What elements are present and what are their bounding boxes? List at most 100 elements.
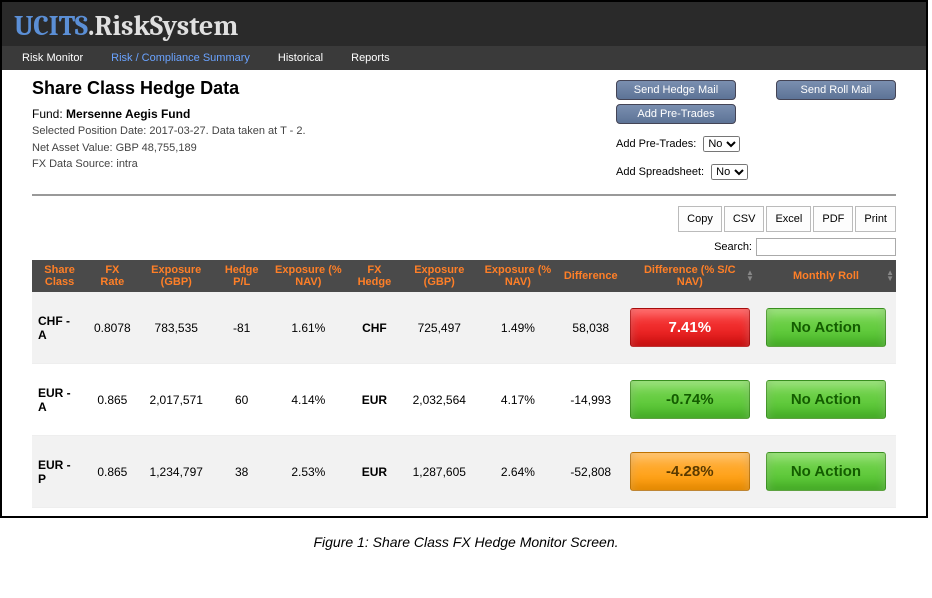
header-row: Share Class Hedge Data Fund: Mersenne Ae…	[32, 78, 896, 180]
search-label: Search:	[714, 241, 752, 253]
cell-roll: No Action	[756, 364, 896, 436]
button-row-1: Send Hedge Mail Send Roll Mail	[616, 80, 896, 100]
diff-pill: -0.74%	[630, 380, 750, 419]
cell-exp-gbp: 1,234,797	[138, 436, 215, 508]
table-body: CHF - A0.8078783,535-811.61%CHF725,4971.…	[32, 292, 896, 508]
cell-diff: -14,993	[558, 364, 624, 436]
excel-button[interactable]: Excel	[766, 206, 811, 232]
cell-exp-pct2: 1.49%	[478, 292, 558, 364]
cell-exp-pct: 1.61%	[268, 292, 348, 364]
pretrades-select-label: Add Pre-Trades:	[616, 138, 696, 150]
fund-label: Fund:	[32, 107, 63, 121]
cell-exp-pct: 2.53%	[268, 436, 348, 508]
nav-line: Net Asset Value: GBP 48,755,189	[32, 140, 306, 157]
col-fx-rate[interactable]: FX Rate	[87, 260, 137, 292]
table-row: CHF - A0.8078783,535-811.61%CHF725,4971.…	[32, 292, 896, 364]
col-difference[interactable]: Difference	[558, 260, 624, 292]
header-right: Send Hedge Mail Send Roll Mail Add Pre-T…	[616, 78, 896, 180]
cell-hedge-pl: 60	[215, 364, 268, 436]
fund-line: Fund: Mersenne Aegis Fund	[32, 107, 306, 121]
table-row: EUR - A0.8652,017,571604.14%EUR2,032,564…	[32, 364, 896, 436]
nav-historical[interactable]: Historical	[264, 46, 337, 70]
pdf-button[interactable]: PDF	[813, 206, 853, 232]
menu-bar: Risk Monitor Risk / Compliance Summary H…	[2, 46, 926, 70]
pretrades-select[interactable]: No	[703, 136, 740, 152]
roll-pill[interactable]: No Action	[766, 380, 886, 419]
send-roll-mail-button[interactable]: Send Roll Mail	[776, 80, 896, 100]
copy-button[interactable]: Copy	[678, 206, 722, 232]
add-pretrades-button[interactable]: Add Pre-Trades	[616, 104, 736, 124]
cell-exp-pct: 4.14%	[268, 364, 348, 436]
col-exposure-gbp2[interactable]: Exposure (GBP)	[401, 260, 478, 292]
cell-hedge-pl: 38	[215, 436, 268, 508]
cell-diff-pct: -0.74%	[624, 364, 756, 436]
cell-fx-hedge: EUR	[348, 436, 400, 508]
print-button[interactable]: Print	[855, 206, 896, 232]
csv-button[interactable]: CSV	[724, 206, 765, 232]
spreadsheet-select-label: Add Spreadsheet:	[616, 166, 704, 178]
brand-ucits: UCITS	[14, 10, 88, 42]
cell-share-class: CHF - A	[32, 292, 87, 364]
spreadsheet-select-row: Add Spreadsheet: No	[616, 164, 748, 180]
nav-risk-monitor[interactable]: Risk Monitor	[8, 46, 97, 70]
table-row: EUR - P0.8651,234,797382.53%EUR1,287,605…	[32, 436, 896, 508]
pretrades-select-row: Add Pre-Trades: No	[616, 136, 740, 152]
cell-share-class: EUR - A	[32, 364, 87, 436]
brand-logo: UCITS.RiskSystem	[14, 10, 238, 42]
col-fx-hedge[interactable]: FX Hedge	[348, 260, 400, 292]
fx-source-line: FX Data Source: intra	[32, 156, 306, 173]
roll-pill[interactable]: No Action	[766, 308, 886, 347]
cell-diff-pct: -4.28%	[624, 436, 756, 508]
cell-diff: -52,808	[558, 436, 624, 508]
col-hedge-pl[interactable]: Hedge P/L	[215, 260, 268, 292]
brand-rest: RiskSystem	[94, 10, 238, 42]
divider	[32, 194, 896, 196]
content-area: Share Class Hedge Data Fund: Mersenne Ae…	[2, 70, 926, 516]
col-exposure-gbp[interactable]: Exposure (GBP)	[138, 260, 215, 292]
table-head: Share Class FX Rate Exposure (GBP) Hedge…	[32, 260, 896, 292]
cell-fx-rate: 0.8078	[87, 292, 137, 364]
diff-pill: -4.28%	[630, 452, 750, 491]
col-share-class[interactable]: Share Class	[32, 260, 87, 292]
page-title: Share Class Hedge Data	[32, 78, 306, 99]
export-toolbar: Copy CSV Excel PDF Print	[32, 206, 896, 232]
cell-exp-pct2: 2.64%	[478, 436, 558, 508]
cell-exp-gbp: 783,535	[138, 292, 215, 364]
spreadsheet-select[interactable]: No	[711, 164, 748, 180]
send-hedge-mail-button[interactable]: Send Hedge Mail	[616, 80, 736, 100]
col-exposure-pct2[interactable]: Exposure (% NAV)	[478, 260, 558, 292]
search-row: Search:	[32, 238, 896, 256]
roll-pill[interactable]: No Action	[766, 452, 886, 491]
header-left: Share Class Hedge Data Fund: Mersenne Ae…	[32, 78, 306, 180]
cell-exp-gbp2: 725,497	[401, 292, 478, 364]
cell-diff: 58,038	[558, 292, 624, 364]
sort-icon: ▲▼	[746, 270, 754, 282]
col-monthly-roll[interactable]: Monthly Roll▲▼	[756, 260, 896, 292]
fund-name: Mersenne Aegis Fund	[66, 107, 190, 121]
col-exposure-pct[interactable]: Exposure (% NAV)	[268, 260, 348, 292]
nav-reports[interactable]: Reports	[337, 46, 404, 70]
button-row-2: Add Pre-Trades	[616, 104, 736, 124]
cell-fx-rate: 0.865	[87, 364, 137, 436]
cell-roll: No Action	[756, 292, 896, 364]
cell-fx-hedge: EUR	[348, 364, 400, 436]
search-input[interactable]	[756, 238, 896, 256]
sort-icon: ▲▼	[886, 270, 894, 282]
hedge-table: Share Class FX Rate Exposure (GBP) Hedge…	[32, 260, 896, 508]
cell-share-class: EUR - P	[32, 436, 87, 508]
cell-exp-gbp2: 1,287,605	[401, 436, 478, 508]
figure-caption: Figure 1: Share Class FX Hedge Monitor S…	[0, 534, 932, 550]
cell-diff-pct: 7.41%	[624, 292, 756, 364]
nav-risk-compliance[interactable]: Risk / Compliance Summary	[97, 46, 264, 70]
col-diff-pct[interactable]: Difference (% S/C NAV)▲▼	[624, 260, 756, 292]
cell-roll: No Action	[756, 436, 896, 508]
cell-fx-rate: 0.865	[87, 436, 137, 508]
cell-exp-pct2: 4.17%	[478, 364, 558, 436]
diff-pill: 7.41%	[630, 308, 750, 347]
topbar: UCITS.RiskSystem	[2, 2, 926, 46]
app-frame: UCITS.RiskSystem Risk Monitor Risk / Com…	[0, 0, 928, 518]
cell-exp-gbp: 2,017,571	[138, 364, 215, 436]
position-line: Selected Position Date: 2017-03-27. Data…	[32, 123, 306, 140]
cell-exp-gbp2: 2,032,564	[401, 364, 478, 436]
cell-fx-hedge: CHF	[348, 292, 400, 364]
